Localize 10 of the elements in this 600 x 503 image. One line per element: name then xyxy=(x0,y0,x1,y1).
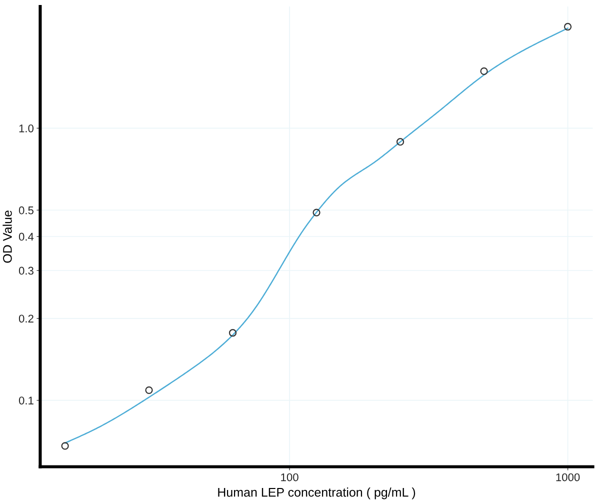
y-tick-label: 1.0 xyxy=(19,124,34,132)
y-axis-title: OD Value xyxy=(2,210,12,263)
y-tick-label: 0.5 xyxy=(18,206,34,214)
x-tick-label: 1000 xyxy=(556,473,580,482)
y-tick-label: 0.2 xyxy=(18,314,34,323)
y-tick-label: 0.3 xyxy=(18,266,34,275)
y-tick-label: 0.1 xyxy=(18,396,34,404)
x-tick-label: 100 xyxy=(281,473,298,482)
x-axis-title: Human LEP concentration ( pg/mL ) xyxy=(218,488,416,500)
y-tick-label: 0.4 xyxy=(18,232,34,241)
